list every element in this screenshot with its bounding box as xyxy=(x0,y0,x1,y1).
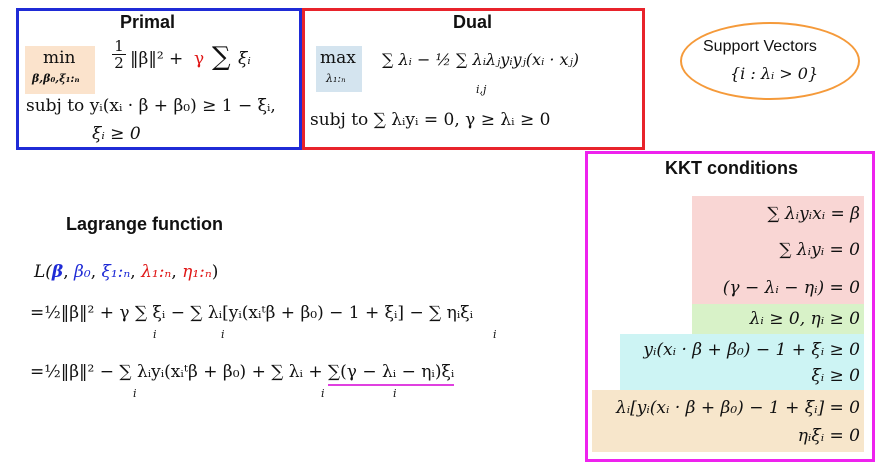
kkt-row-4: λᵢ ≥ 0, ηᵢ ≥ 0 xyxy=(749,309,860,329)
primal-constraint-1: subj to yᵢ(xᵢ · β + β₀) ≥ 1 − ξᵢ, xyxy=(26,96,276,116)
lagrange-arg-beta0: β₀ xyxy=(74,262,91,282)
kkt-row-3: (γ − λᵢ − ηᵢ) = 0 xyxy=(722,278,860,298)
dual-objective: ∑ λᵢ − ½ ∑ λᵢλⱼyᵢyⱼ(xᵢ · xⱼ) xyxy=(382,50,580,69)
lagrange-line-3-main: =½‖β‖² − ∑ λᵢyᵢ(xᵢᵗβ + β₀) + ∑ λᵢ + xyxy=(30,362,328,382)
lagrange-line-3-sub-a: i xyxy=(133,387,137,400)
primal-min-shade xyxy=(25,46,95,94)
dual-max-shade xyxy=(316,46,362,92)
lagrange-title: Lagrange function xyxy=(66,214,223,234)
support-vectors-title: Support Vectors xyxy=(703,38,817,55)
lagrange-line-2: =½‖β‖² + γ ∑ ξᵢ − ∑ λᵢ[yᵢ(xᵢᵗβ + β₀) − 1… xyxy=(30,303,474,323)
support-vectors-set: {i : λᵢ > 0} xyxy=(730,64,819,83)
lagrange-line-2-sub-b: i xyxy=(221,328,225,341)
lagrange-line-3-underlined: ∑(γ − λᵢ − ηᵢ)ξᵢ xyxy=(328,362,455,386)
kkt-row-7: λᵢ[yᵢ(xᵢ · β + β₀) − 1 + ξᵢ] = 0 xyxy=(615,398,860,418)
kkt-title: KKT conditions xyxy=(665,158,798,178)
dual-constraint: subj to ∑ λᵢyᵢ = 0, γ ≥ λᵢ ≥ 0 xyxy=(310,110,551,130)
primal-gamma: γ xyxy=(194,49,205,69)
kkt-row-1: ∑ λᵢyᵢxᵢ = β xyxy=(767,204,860,224)
primal-box xyxy=(16,8,302,150)
kkt-stationarity-shade xyxy=(692,196,864,304)
lagrange-line-3-sub-c: i xyxy=(393,387,397,400)
lagrange-arg-lambda: λ₁:ₙ xyxy=(141,262,172,282)
primal-constraint-2: ξᵢ ≥ 0 xyxy=(92,124,141,144)
kkt-row-6: ξᵢ ≥ 0 xyxy=(811,366,860,386)
kkt-row-8: ηᵢξᵢ = 0 xyxy=(797,426,860,446)
kkt-row-2: ∑ λᵢyᵢ = 0 xyxy=(779,240,860,260)
lagrange-line-2-sub-c: i xyxy=(493,328,497,341)
primal-min-subscript: β,β₀,ξ₁:ₙ xyxy=(32,72,80,85)
dual-title: Dual xyxy=(453,12,493,32)
primal-objective-norm: ‖β‖² + xyxy=(130,49,184,69)
lagrange-line-3-sub-b: i xyxy=(321,387,325,400)
kkt-complementary-slackness-shade xyxy=(592,390,864,452)
kkt-row-5: yᵢ(xᵢ · β + β₀) − 1 + ξᵢ ≥ 0 xyxy=(643,340,860,360)
dual-box xyxy=(302,8,645,150)
primal-xi: ξᵢ xyxy=(238,49,251,69)
dual-max-subscript: λ₁:ₙ xyxy=(326,72,346,85)
primal-min-label: min xyxy=(43,48,76,68)
kkt-dual-feasibility-shade xyxy=(692,304,864,334)
lagrange-L: L( xyxy=(34,262,52,282)
primal-title: Primal xyxy=(120,12,176,32)
lagrange-arg-xi: ξ₁:ₙ xyxy=(101,262,131,282)
lagrange-arg-beta: β xyxy=(51,262,64,282)
kkt-primal-feasibility-shade xyxy=(620,334,864,390)
lagrange-line-3: =½‖β‖² − ∑ λᵢyᵢ(xᵢᵗβ + β₀) + ∑ λᵢ + ∑(γ … xyxy=(30,362,455,386)
lagrange-arg-eta: η₁:ₙ xyxy=(182,262,212,282)
dual-objective-subscript: i,j xyxy=(476,83,487,96)
primal-sum: ∑ xyxy=(212,42,231,72)
kkt-box xyxy=(585,151,875,462)
dual-max-label: max xyxy=(320,48,356,68)
lagrange-line-2-sub-a: i xyxy=(153,328,157,341)
lagrange-lhs: L(β, β₀, ξ₁:ₙ, λ₁:ₙ, η₁:ₙ) xyxy=(34,262,219,282)
support-vectors-oval xyxy=(680,22,860,100)
